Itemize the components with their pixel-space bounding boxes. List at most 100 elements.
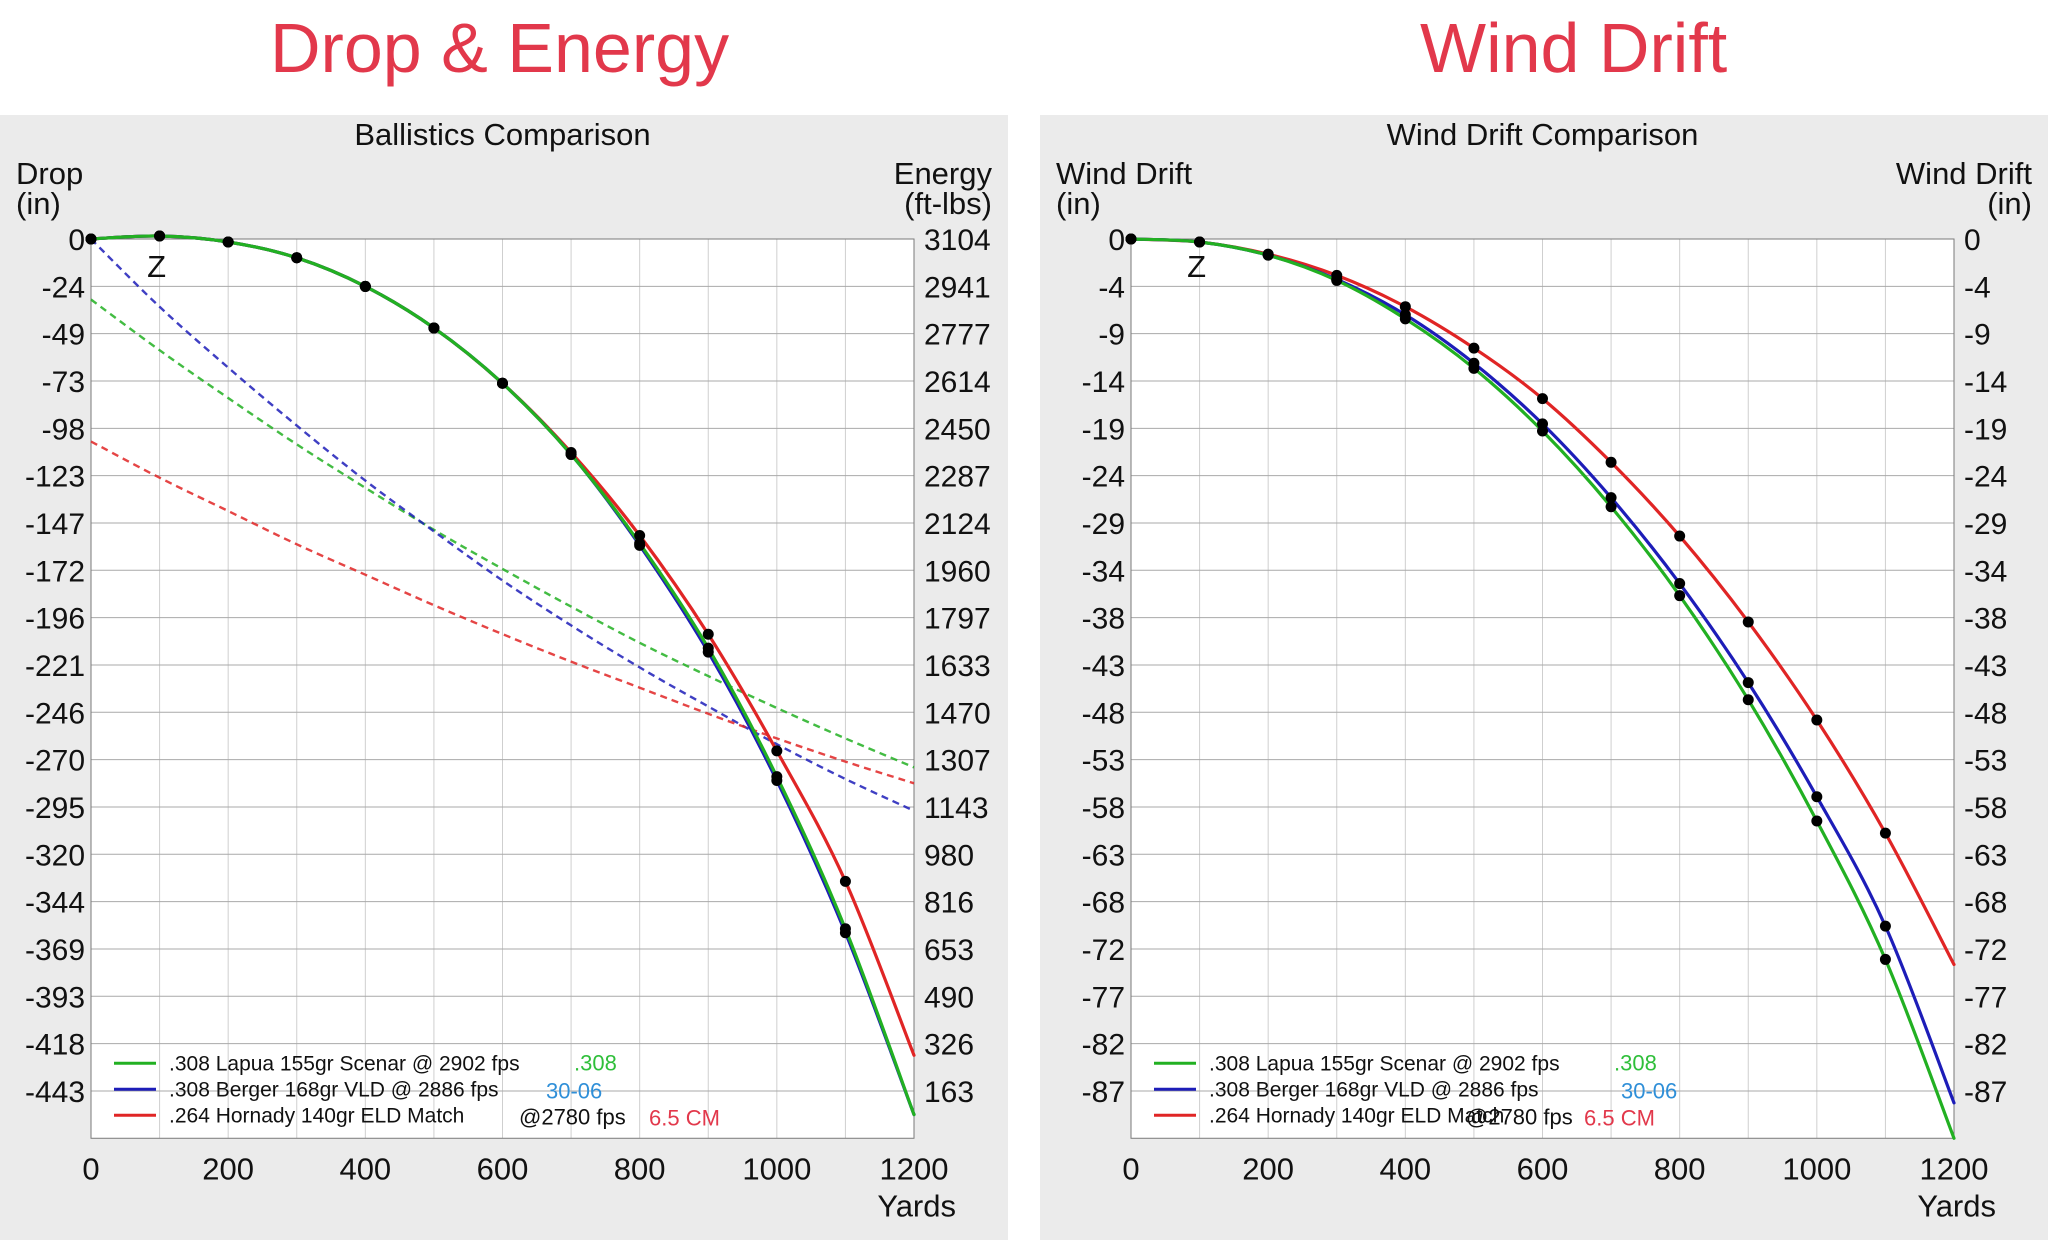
c0-plot-border — [90, 238, 915, 1139]
c0-point-65cm — [497, 377, 508, 389]
c0-point-65cm — [839, 875, 851, 887]
c0-y-right-tick: 2450 — [924, 413, 991, 446]
c0-y-right-tick: 490 — [924, 981, 974, 1014]
c0-point-3006 — [702, 646, 714, 658]
c0-y-right-tick: 816 — [924, 887, 974, 920]
c0-legend-label-65cm: .264 Hornady 140gr ELD Match — [169, 1104, 464, 1127]
c1-y-left-tick: -58 — [1082, 792, 1125, 825]
c1-y-left-tick: -82 — [1082, 1029, 1125, 1062]
c1-y-left-tick: -72 — [1082, 934, 1125, 967]
c0-y-left-tick: -418 — [25, 1029, 85, 1062]
c0-y-left-tick: -73 — [42, 366, 85, 399]
c1-y-left-tick: -68 — [1082, 887, 1125, 920]
c1-x-tick: 200 — [1242, 1151, 1294, 1186]
c1-chart-title: Wind Drift Comparison — [1387, 117, 1699, 152]
c1-y-right-tick: -72 — [1964, 934, 2007, 967]
c0-y-right-tick: 1633 — [924, 650, 991, 683]
c0-x-tick: 1000 — [742, 1151, 811, 1186]
c1-point-65cm — [1194, 236, 1206, 248]
c0-y-right-tick: 2777 — [924, 319, 991, 352]
c1-y-right-label: Wind Drift — [1896, 156, 2032, 191]
c1-y-left-label: Wind Drift — [1056, 156, 1192, 191]
c0-legend-tag-3006: 30-06 — [546, 1078, 602, 1103]
c0-y-left-tick: -295 — [25, 792, 85, 825]
c0-legend-label-308: .308 Lapua 155gr Scenar @ 2902 fps — [169, 1052, 520, 1075]
c0-zero-marker: Z — [147, 249, 166, 284]
c0-y-right-tick: 1143 — [924, 792, 989, 825]
c1-point-308 — [1879, 953, 1891, 965]
c1-x-tick: 0 — [1122, 1151, 1139, 1186]
c1-y-right-tick: -48 — [1964, 697, 2007, 730]
c0-y-left-tick: -172 — [25, 555, 85, 588]
c1-point-308 — [1742, 694, 1754, 706]
c0-x-tick: 1200 — [880, 1151, 949, 1186]
c0-y-left-tick: -270 — [25, 745, 85, 778]
c1-y-right-tick: -24 — [1964, 461, 2007, 494]
c0-point-3006 — [634, 539, 646, 551]
c1-point-65cm — [1468, 342, 1480, 354]
c0-point-65cm — [359, 280, 371, 292]
c0-point-65cm — [428, 322, 440, 334]
c1-y-right-tick: -63 — [1964, 839, 2007, 872]
c1-y-right-unit: (in) — [1987, 186, 2032, 221]
c1-y-left-tick: -48 — [1082, 697, 1125, 730]
c0-point-65cm — [222, 236, 234, 248]
c1-legend-tag-308: .308 — [1614, 1050, 1657, 1075]
c0-y-left-tick: -98 — [42, 413, 85, 446]
c1-legend-tag-3006: 30-06 — [1621, 1078, 1677, 1103]
c0-y-right-tick: 326 — [924, 1029, 974, 1062]
c0-y-right-tick: 2941 — [924, 271, 991, 304]
c1-point-65cm — [1742, 616, 1754, 628]
c1-plot-border — [1130, 238, 1955, 1139]
c1-y-right-tick: -38 — [1964, 603, 2007, 636]
c1-y-right-tick: -77 — [1964, 981, 2007, 1014]
c0-energy-line-308 — [90, 298, 915, 769]
c1-y-right-tick: -29 — [1964, 508, 2007, 541]
c0-y-right-tick: 653 — [924, 934, 974, 967]
c1-y-right-tick: -34 — [1964, 555, 2007, 588]
c0-y-left-tick: -196 — [25, 603, 85, 636]
c1-x-tick: 400 — [1379, 1151, 1431, 1186]
c1-y-right-tick: -53 — [1964, 745, 2007, 778]
c0-y-right-tick: 2124 — [924, 508, 991, 541]
c0-point-65cm — [291, 252, 303, 264]
c1-point-65cm — [1879, 827, 1891, 839]
c1-y-left-tick: -19 — [1082, 413, 1125, 446]
c1-legend-label-3006: .308 Berger 168gr VLD @ 2886 fps — [1209, 1078, 1539, 1101]
c1-y-left-tick: -87 — [1082, 1076, 1125, 1109]
c1-legend-label-308: .308 Lapua 155gr Scenar @ 2902 fps — [1209, 1052, 1560, 1075]
c0-y-right-tick: 1470 — [924, 697, 991, 730]
c0-y-left-tick: -320 — [25, 839, 85, 872]
c0-point-65cm — [702, 628, 714, 640]
c0-x-axis-label: Yards — [877, 1188, 956, 1223]
c0-point-65cm — [85, 233, 97, 245]
c1-y-right-tick: -87 — [1964, 1076, 2007, 1109]
c0-y-left-tick: -443 — [25, 1076, 85, 1109]
c0-x-tick: 600 — [477, 1151, 529, 1186]
c1-y-left-tick: -24 — [1082, 461, 1125, 494]
c0-y-left-unit: (in) — [16, 186, 61, 221]
c0-y-left-tick: -393 — [25, 981, 85, 1014]
c1-point-65cm — [1674, 530, 1686, 542]
c0-y-left-tick: -369 — [25, 934, 85, 967]
c1-point-65cm — [1811, 714, 1823, 726]
c0-x-tick: 200 — [202, 1151, 254, 1186]
c1-y-right-tick: -9 — [1964, 319, 1991, 352]
c0-y-left-tick: -123 — [25, 461, 85, 494]
c1-point-65cm — [1537, 393, 1548, 405]
c1-line-308 — [1129, 237, 1956, 1140]
c0-y-right-tick: 1960 — [924, 555, 991, 588]
c0-y-left-tick: 0 — [68, 224, 85, 257]
c0-legend-tag-308: .308 — [574, 1050, 617, 1075]
c1-x-tick: 1000 — [1782, 1151, 1851, 1186]
c0-x-tick: 800 — [614, 1151, 666, 1186]
c1-point-3006 — [1674, 578, 1686, 590]
c1-y-left-tick: -4 — [1098, 271, 1125, 304]
c1-zero-marker: Z — [1187, 249, 1206, 284]
c0-energy-line-65cm — [90, 440, 915, 785]
c1-y-left-unit: (in) — [1056, 186, 1101, 221]
c1-legend-fps-65cm: @2780 fps — [1466, 1104, 1573, 1129]
c1-y-left-tick: -34 — [1082, 555, 1125, 588]
wind-drift-heading: Wind Drift — [1420, 9, 1728, 87]
c0-point-3006 — [839, 927, 851, 939]
